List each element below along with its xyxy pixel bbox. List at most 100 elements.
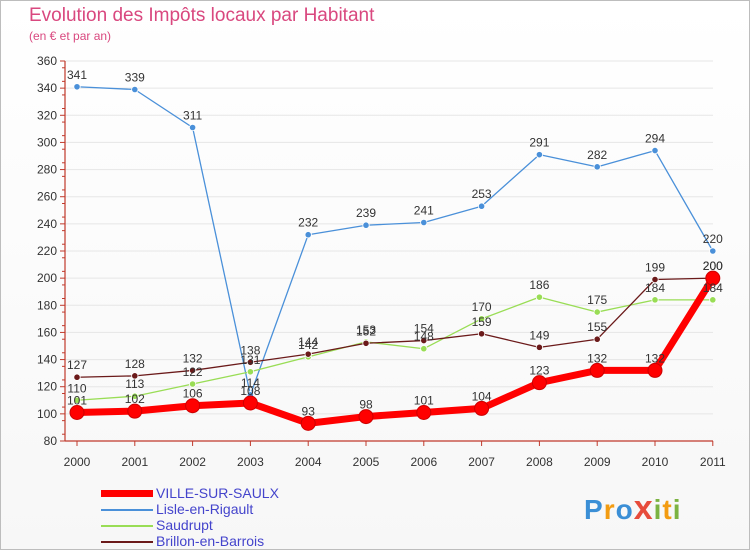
data-label-brillon-en-barrois: 132: [183, 351, 203, 365]
data-point-brillon-en-barrois: [189, 366, 197, 375]
data-label-ville-sur-saulx: 93: [302, 404, 316, 418]
data-label-saudrupt: 186: [529, 278, 549, 292]
series-line-brillon-en-barrois: [76, 277, 714, 378]
x-tick-label: 2009: [584, 455, 611, 469]
data-point-ville-sur-saulx: [185, 398, 201, 414]
data-point-ville-sur-saulx: [647, 362, 663, 378]
y-tick-label: 180: [37, 298, 57, 312]
data-point-ville-sur-saulx: [300, 415, 316, 431]
data-point-brillon-en-barrois: [593, 335, 601, 343]
x-tick-label: 2008: [526, 455, 553, 469]
logo-letter: t: [662, 494, 673, 525]
data-point-saudrupt: [477, 315, 486, 323]
data-point-brillon-en-barrois: [420, 336, 428, 345]
data-point-brillon-en-barrois: [535, 343, 544, 351]
data-label-lisle-en-rigault: 220: [703, 232, 723, 246]
data-point-ville-sur-saulx: [474, 400, 490, 416]
data-point-lisle-en-rigault: [651, 146, 659, 155]
data-point-brillon-en-barrois: [651, 275, 659, 284]
data-label-lisle-en-rigault: 232: [298, 216, 318, 230]
data-point-ville-sur-saulx: [242, 395, 258, 411]
axes: 80 100 120 140 160 180 200 220 240 260 280 300 320 34…: [37, 54, 726, 469]
chart-subtitle: (en € et par an): [29, 29, 112, 43]
x-tick-label: 2005: [353, 455, 380, 469]
data-point-lisle-en-rigault: [304, 231, 312, 239]
data-point-ville-sur-saulx: [705, 270, 721, 286]
y-tick-label: 220: [37, 244, 57, 258]
series-lisle-en-rigault: [73, 83, 717, 399]
logo-letter: o: [615, 494, 634, 525]
series-line-ville-sur-saulx: [73, 274, 717, 427]
series-lines: [69, 83, 721, 431]
series-ville-sur-saulx: [69, 270, 721, 431]
data-label-brillon-en-barrois: 138: [240, 343, 260, 357]
data-point-lisle-en-rigault: [189, 123, 197, 132]
data-label-ville-sur-saulx: 132: [587, 351, 607, 365]
legend-label: Lisle-en-Rigault: [156, 501, 254, 517]
data-point-saudrupt: [131, 392, 139, 400]
legend-label: Saudrupt: [156, 517, 213, 533]
data-label-lisle-en-rigault: 311: [183, 109, 202, 123]
data-point-saudrupt: [709, 296, 717, 304]
data-point-saudrupt: [651, 296, 659, 304]
data-label-ville-sur-saulx: 132: [645, 351, 665, 365]
logo-letter: r: [603, 494, 616, 525]
data-label-ville-sur-saulx: 200: [703, 259, 723, 273]
x-tick-label: 2007: [468, 455, 495, 469]
data-label-lisle-en-rigault: 294: [645, 132, 665, 146]
data-label-brillon-en-barrois: 154: [414, 322, 434, 336]
y-tick-label: 140: [37, 353, 57, 367]
data-label-lisle-en-rigault: 241: [414, 204, 434, 218]
data-label-brillon-en-barrois: 159: [472, 315, 492, 329]
data-label-saudrupt: 110: [67, 381, 86, 395]
legend-swatch: [101, 509, 153, 511]
data-label-saudrupt: 148: [414, 330, 434, 344]
data-point-ville-sur-saulx: [358, 409, 374, 425]
data-label-saudrupt: 175: [587, 293, 607, 307]
x-tick-label: 2000: [64, 455, 91, 469]
legend-swatch: [101, 490, 153, 497]
data-label-lisle-en-rigault: 339: [125, 71, 145, 85]
data-point-ville-sur-saulx: [416, 405, 432, 420]
data-label-brillon-en-barrois: 152: [356, 324, 376, 338]
data-label-lisle-en-rigault: 253: [472, 187, 492, 201]
data-label-saudrupt: 153: [356, 323, 376, 337]
line-chart: 80 100 120 140 160 180 200 220 240 260 280 300 320 34…: [37, 54, 726, 469]
data-label-ville-sur-saulx: 98: [359, 398, 373, 412]
data-label-lisle-en-rigault: 291: [529, 136, 549, 150]
data-point-brillon-en-barrois: [246, 358, 254, 366]
y-tick-label: 100: [37, 407, 57, 421]
data-label-lisle-en-rigault: 114: [241, 376, 260, 390]
logo-letter: i: [672, 494, 682, 525]
x-tick-label: 2004: [295, 455, 322, 469]
y-tick-label: 160: [37, 325, 57, 339]
y-tick-label: 240: [37, 217, 57, 231]
y-tick-label: 200: [37, 271, 57, 285]
data-label-ville-sur-saulx: 101: [414, 394, 434, 408]
data-label-ville-sur-saulx: 106: [183, 387, 203, 401]
data-label-saudrupt: 122: [183, 365, 203, 379]
data-label-lisle-en-rigault: 239: [356, 206, 376, 220]
y-tick-label: 280: [37, 163, 57, 177]
data-point-saudrupt: [189, 380, 197, 388]
data-label-brillon-en-barrois: 149: [529, 328, 549, 342]
data-label-saudrupt: 184: [645, 281, 665, 295]
data-point-ville-sur-saulx: [69, 405, 85, 420]
data-label-lisle-en-rigault: 341: [67, 68, 87, 82]
data-point-lisle-en-rigault: [73, 83, 81, 91]
legend-label: Brillon-en-Barrois: [156, 533, 265, 549]
data-label-saudrupt: 113: [125, 377, 144, 391]
legend-swatch: [101, 525, 153, 527]
x-tick-label: 2002: [179, 455, 206, 469]
data-point-saudrupt: [246, 368, 254, 376]
data-point-brillon-en-barrois: [131, 372, 139, 380]
x-tick-label: 2003: [237, 455, 264, 469]
data-label-brillon-en-barrois: 199: [645, 261, 665, 275]
x-tick-label: 2011: [700, 455, 726, 469]
data-label-lisle-en-rigault: 282: [587, 148, 607, 162]
legend-swatch: [101, 541, 153, 543]
data-label-brillon-en-barrois: 128: [125, 357, 145, 371]
data-point-lisle-en-rigault: [535, 151, 544, 159]
legend-label: VILLE-SUR-SAULX: [156, 485, 279, 501]
